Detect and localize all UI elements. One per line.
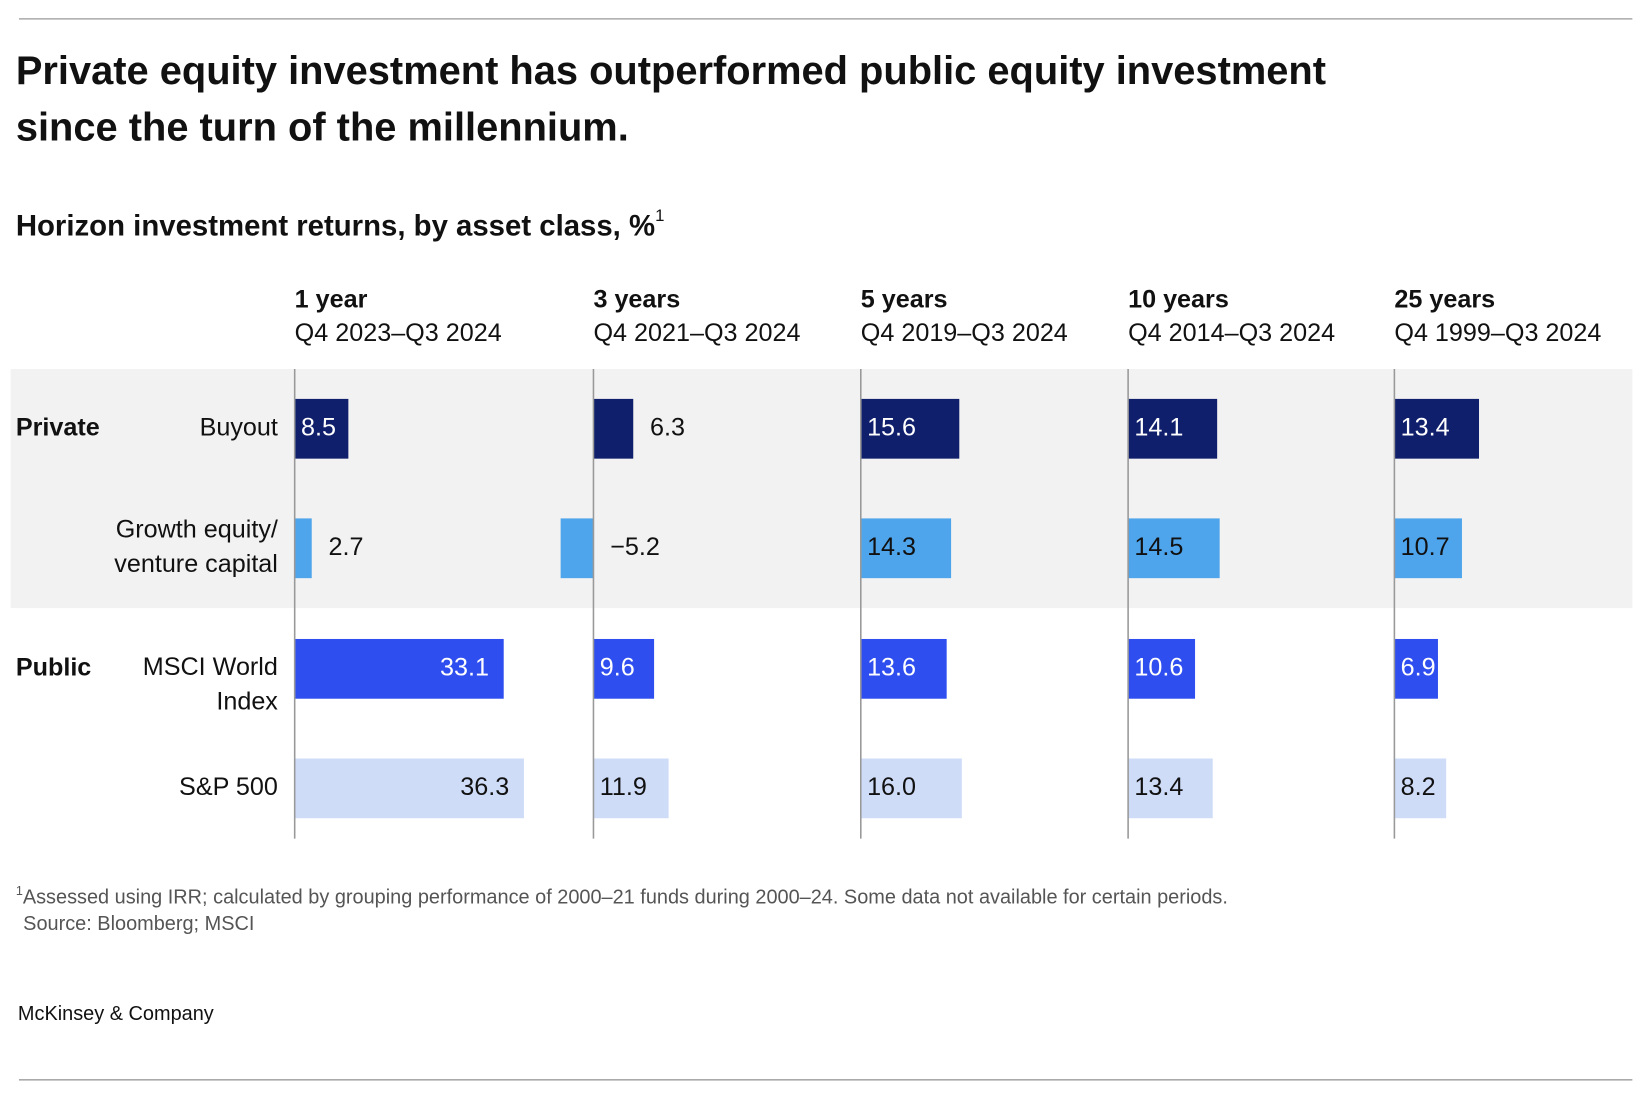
panel-name: 3 years [593,286,680,314]
bar [294,758,524,819]
subtitle: Horizon investment returns, by asset cla… [16,206,665,242]
chart-title: Private equity investment has outperform… [16,49,1326,93]
value-label: −5.2 [610,533,660,561]
panel-period: Q4 1999–Q3 2024 [1394,319,1601,347]
value-label: 14.1 [1134,413,1183,441]
row-label: venture capital [114,550,278,578]
shade-layer [10,369,1633,609]
subtitle-text: Horizon investment returns, by asset cla… [16,209,655,242]
bar [593,398,634,459]
bar [593,758,669,819]
brand: McKinsey & Company [18,1003,214,1025]
panel-name: 5 years [861,286,948,314]
value-label: 16.0 [867,773,916,801]
value-label: 10.6 [1134,653,1183,681]
row-label: Index [216,688,278,716]
bar [860,638,947,699]
value-label: 36.3 [460,773,509,801]
panel-period: Q4 2014–Q3 2024 [1128,319,1335,347]
bar [560,518,594,579]
bar [1394,758,1447,819]
panel-name: 25 years [1394,286,1495,314]
bar [593,638,655,699]
bar [860,518,952,579]
value-label: 11.9 [600,773,647,801]
value-label: 6.3 [650,413,685,441]
footnote-marker: 1 [16,884,23,898]
value-label: 8.2 [1401,773,1436,801]
value-label: 13.4 [1401,413,1450,441]
bar [1128,638,1196,699]
value-label: 14.3 [867,533,916,561]
chart-title: since the turn of the millennium. [16,106,629,150]
footnote-text: Assessed using IRR; calculated by groupi… [23,887,1228,909]
group-shade [10,369,1633,609]
panel-period: Q4 2021–Q3 2024 [593,319,800,347]
bar [294,398,349,459]
value-label: 9.6 [600,653,635,681]
row-label: Growth equity/ [116,516,278,544]
value-label: 13.6 [867,653,916,681]
bar [1128,398,1218,459]
value-label: 15.6 [867,413,916,441]
bar [1394,518,1462,579]
panel-period: Q4 2019–Q3 2024 [861,319,1068,347]
source: Source: Bloomberg; MSCI [23,913,254,935]
value-label: 10.7 [1401,533,1450,561]
value-label: 33.1 [440,653,489,681]
panel-name: 1 year [295,286,368,314]
group-label: Private [16,413,100,441]
panel-name: 10 years [1128,286,1229,314]
bar [1128,758,1213,819]
bar [860,398,960,459]
value-label: 2.7 [329,533,364,561]
panel-period: Q4 2023–Q3 2024 [295,319,502,347]
bar [1394,398,1480,459]
bar [294,518,312,579]
bar [1394,638,1438,699]
bar [294,638,504,699]
row-label: Buyout [200,413,278,441]
row-label: MSCI World [143,653,278,681]
value-label: 6.9 [1401,653,1436,681]
bar [1128,518,1220,579]
footnote: 1Assessed using IRR; calculated by group… [16,884,1228,908]
group-label: Public [16,653,91,681]
subtitle-marker: 1 [655,206,664,225]
row-label: S&P 500 [179,773,278,801]
value-label: 13.4 [1134,773,1183,801]
value-label: 8.5 [301,413,336,441]
value-label: 14.5 [1134,533,1183,561]
bar [860,758,962,819]
